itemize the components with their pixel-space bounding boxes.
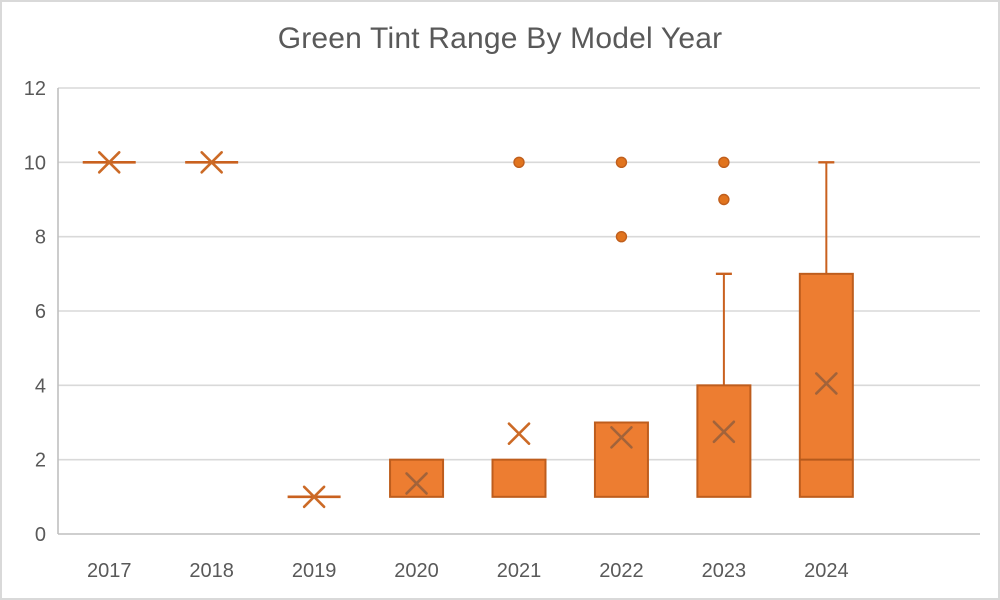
- y-tick-label-0: 0: [35, 524, 46, 546]
- y-tick-label-4: 4: [35, 375, 46, 397]
- boxplot-2022: [593, 156, 649, 498]
- x-tick-label-2021: 2021: [497, 560, 542, 582]
- mean-marker: [815, 372, 838, 395]
- boxplot-2023: [696, 156, 752, 498]
- x-tick-label-2023: 2023: [702, 560, 747, 582]
- x-tick-label-2020: 2020: [394, 560, 439, 582]
- y-tick-label-8: 8: [35, 227, 46, 249]
- outlier-dot: [615, 230, 628, 243]
- boxplot-2020: [389, 458, 445, 498]
- boxplot-2024: [798, 161, 854, 498]
- y-tick-label-12: 12: [24, 78, 46, 100]
- x-tick-label-2018: 2018: [189, 560, 234, 582]
- iqr-box: [491, 458, 547, 498]
- mean-marker: [507, 422, 531, 445]
- chart-title: Green Tint Range By Model Year: [277, 22, 723, 55]
- y-tick-label-6: 6: [35, 301, 46, 323]
- iqr-box: [593, 421, 649, 498]
- y-tick-label-10: 10: [24, 152, 46, 174]
- x-tick-label-2022: 2022: [599, 560, 644, 582]
- boxplot-2019: [287, 485, 341, 509]
- iqr-box: [798, 272, 854, 498]
- outlier-dot: [718, 156, 730, 169]
- x-tick-label-2017: 2017: [87, 560, 132, 582]
- outlier-dot: [718, 193, 730, 206]
- y-tick-label-2: 2: [35, 450, 46, 472]
- outlier-dot: [615, 156, 628, 169]
- outlier-dot: [513, 156, 525, 169]
- mean-marker: [405, 472, 428, 495]
- mean-marker: [712, 420, 736, 444]
- iqr-box: [696, 384, 752, 498]
- x-tick-label-2024: 2024: [804, 560, 849, 582]
- boxplot-2017: [82, 151, 136, 174]
- iqr-box: [389, 458, 445, 498]
- x-tick-label-2019: 2019: [292, 560, 337, 582]
- mean-marker: [200, 151, 223, 174]
- boxplot-2018: [185, 151, 239, 174]
- mean-marker: [610, 426, 633, 449]
- boxplot-2021: [491, 156, 547, 498]
- mean-marker: [97, 151, 121, 174]
- mean-marker: [302, 485, 326, 509]
